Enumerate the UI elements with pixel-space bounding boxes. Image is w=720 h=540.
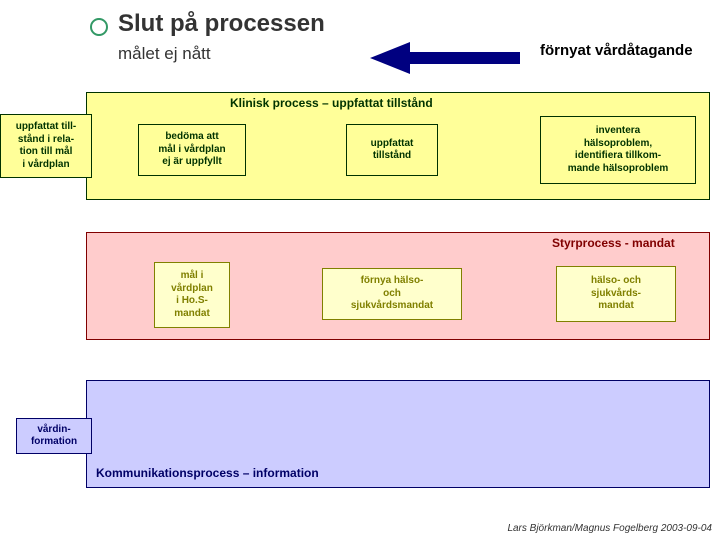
node-n6-label: förnya hälso-ochsjukvårdsmandat — [351, 275, 433, 313]
page-subtitle: målet ej nått — [118, 44, 211, 64]
node-n1: uppfattat till-stånd i rela-tion till må… — [0, 114, 92, 178]
lane-comm-label: Kommunikationsprocess – information — [96, 466, 319, 480]
arrow-label: förnyat vårdåtagande — [540, 42, 693, 59]
node-n5: mål ivårdplani Ho.S-mandat — [154, 262, 230, 328]
node-n3-label: uppfattattillstånd — [371, 138, 414, 163]
node-n2: bedöma attmål i vårdplanej är uppfyllt — [138, 124, 246, 176]
node-n8: vårdin-formation — [16, 418, 92, 454]
lane-steering-label: Styrprocess - mandat — [552, 236, 675, 250]
node-n8-label: vårdin-formation — [31, 424, 77, 449]
arrow-left-icon — [370, 42, 520, 74]
node-n7: hälso- ochsjukvårds-mandat — [556, 266, 676, 322]
node-n4: inventerahälsoproblem,identifiera tillko… — [540, 116, 696, 184]
footer-credit: Lars Björkman/Magnus Fogelberg 2003-09-0… — [507, 523, 712, 534]
node-n3: uppfattattillstånd — [346, 124, 438, 176]
page-title: Slut på processen — [118, 10, 325, 38]
node-n5-label: mål ivårdplani Ho.S-mandat — [171, 270, 213, 320]
node-n2-label: bedöma attmål i vårdplanej är uppfyllt — [158, 131, 225, 169]
node-n6: förnya hälso-ochsjukvårdsmandat — [322, 268, 462, 320]
lane-clinical-label: Klinisk process – uppfattat tillstånd — [230, 96, 433, 110]
node-n4-label: inventerahälsoproblem,identifiera tillko… — [568, 125, 669, 175]
node-n7-label: hälso- ochsjukvårds-mandat — [591, 275, 641, 313]
title-bullet — [90, 18, 108, 36]
node-n1-label: uppfattat till-stånd i rela-tion till må… — [16, 121, 77, 171]
